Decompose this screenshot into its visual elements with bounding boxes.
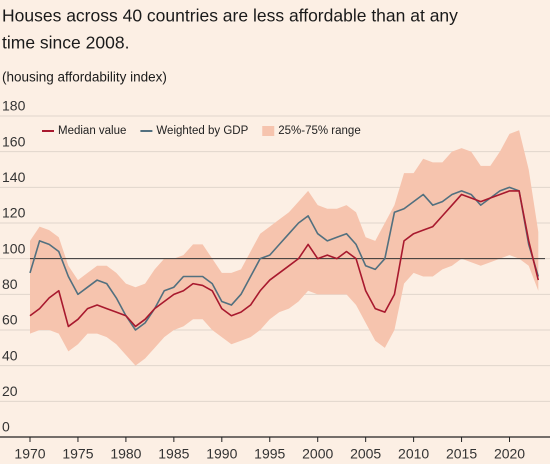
x-tick-label: 1975 — [62, 446, 93, 462]
legend-label: Weighted by GDP — [156, 125, 248, 137]
x-tick-label: 2010 — [398, 446, 429, 462]
y-tick-label: 160 — [2, 133, 26, 149]
x-tick-label: 1990 — [206, 446, 237, 462]
x-tick-label: 2020 — [494, 446, 525, 462]
x-tick-label: 1970 — [14, 446, 45, 462]
y-tick-label: 100 — [2, 240, 26, 256]
x-tick-label: 2015 — [446, 446, 477, 462]
x-tick-label: 2000 — [302, 446, 333, 462]
y-tick-label: 180 — [2, 98, 26, 114]
x-tick-label: 2005 — [350, 446, 381, 462]
series-line — [29, 186, 540, 331]
series-line — [29, 190, 540, 328]
y-tick-label: 80 — [2, 276, 18, 292]
x-tick-label: 1995 — [254, 446, 285, 462]
x-tick-label: 1985 — [158, 446, 189, 462]
legend-label: 25%-75% range — [278, 125, 360, 137]
y-tick-label: 20 — [2, 383, 18, 399]
legend-swatch — [262, 126, 275, 136]
legend-label: Median value — [58, 125, 126, 137]
y-tick-label: 40 — [2, 347, 18, 363]
x-tick-label: 1980 — [110, 446, 141, 462]
y-tick-label: 120 — [2, 205, 26, 221]
chart-title: Houses across 40 countries are less affo… — [2, 6, 458, 26]
y-tick-label: 60 — [2, 312, 18, 328]
chart-title: time since 2008. — [2, 33, 129, 53]
chart-subtitle: (housing affordability index) — [2, 70, 167, 85]
y-tick-label: 0 — [2, 419, 10, 435]
y-tick-label: 140 — [2, 169, 26, 185]
